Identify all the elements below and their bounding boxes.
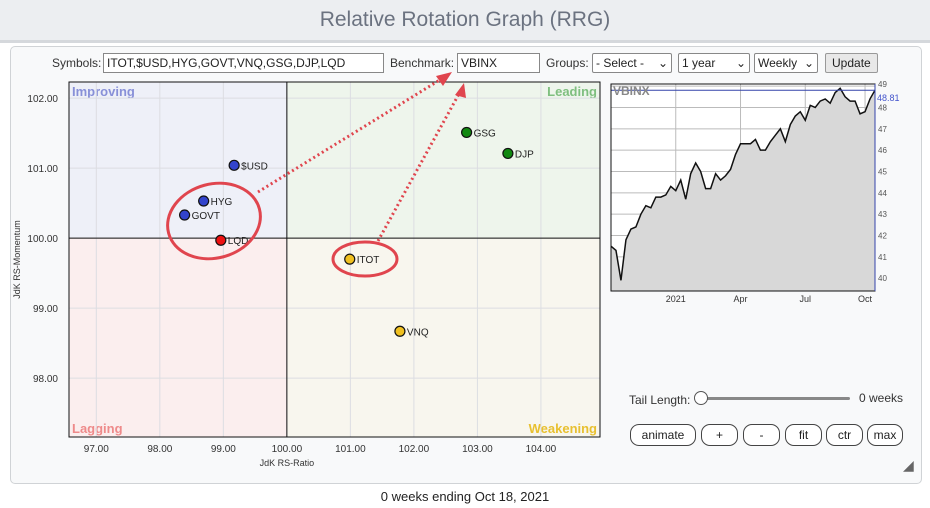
benchmark-y-tick: 49 (878, 80, 887, 89)
chevron-down-icon: ⌄ (657, 56, 668, 70)
arrow-line (257, 76, 444, 194)
point-lqd[interactable] (215, 234, 227, 246)
highlight-circle (166, 181, 262, 261)
tail-length-handle[interactable] (694, 391, 708, 405)
highlight-circle (331, 240, 399, 278)
point-label: ITOT (357, 255, 380, 266)
point-gsg[interactable] (461, 126, 473, 139)
point-usd[interactable] (228, 159, 240, 171)
symbols-input[interactable]: ITOT,$USD,HYG,GOVT,VNQ,GSG,DJP,LQD (103, 53, 384, 73)
interval-select[interactable]: Weekly ⌄ (754, 53, 818, 73)
x-tick-label: 97.00 (84, 444, 109, 455)
benchmark-y-tick: 42 (878, 232, 887, 241)
arrow-head (436, 72, 452, 86)
benchmark-x-tick: Jul (800, 294, 812, 304)
annotations (166, 72, 466, 278)
interval-value: Weekly (758, 56, 798, 70)
period-select[interactable]: 1 year ⌄ (678, 53, 750, 73)
x-tick-label: 103.00 (462, 444, 493, 455)
chevron-down-icon: ⌄ (735, 56, 746, 70)
tail-length-value: 0 weeks (859, 391, 904, 405)
center-button[interactable]: ctr (826, 424, 863, 446)
point-label: $USD (241, 161, 268, 172)
tail-length-slider[interactable] (700, 397, 850, 400)
benchmark-y-tick: 41 (878, 253, 887, 262)
point-label: GSG (474, 128, 496, 139)
x-tick-label: 100.00 (272, 444, 303, 455)
quadrant-leading (286, 82, 600, 239)
benchmark-input[interactable]: VBINX (457, 53, 540, 73)
benchmark-y-tick: 44 (878, 189, 887, 198)
benchmark-y-tick: 47 (878, 125, 887, 134)
quadrant-weakening (286, 238, 600, 437)
point-vnq[interactable] (394, 325, 406, 337)
zoom-out-button[interactable]: - (743, 424, 780, 446)
y-tick-label: 99.00 (33, 304, 58, 315)
benchmark-area (611, 88, 875, 292)
benchmark-y-tick: 43 (878, 210, 887, 219)
quadrant-label-weakening: Weakening (529, 421, 597, 436)
update-button[interactable]: Update (825, 53, 878, 73)
benchmark-y-tick: 40 (878, 274, 887, 283)
fit-button[interactable]: fit (785, 424, 822, 446)
benchmark-label: Benchmark: (390, 56, 455, 70)
benchmark-y-tick: 45 (878, 167, 887, 176)
x-tick-label: 104.00 (526, 444, 557, 455)
resize-handle-icon[interactable]: ◢ (903, 457, 914, 473)
point-govt[interactable] (179, 209, 191, 221)
benchmark-chart-title: VBINX (613, 84, 650, 98)
point-label: HYG (211, 197, 233, 208)
x-tick-label: 98.00 (147, 444, 172, 455)
quadrant-label-leading: Leading (547, 84, 597, 99)
y-axis-label: JdK RS-Momentum (12, 220, 22, 299)
x-tick-label: 99.00 (211, 444, 236, 455)
quadrant-label-lagging: Lagging (72, 421, 123, 436)
x-axis-label: JdK RS-Ratio (260, 458, 315, 468)
symbols-label: Symbols: (52, 56, 102, 70)
benchmark-x-tick: Oct (858, 294, 873, 304)
last-value-label: 48.81 (877, 93, 900, 103)
benchmark-y-tick: 48 (878, 103, 887, 112)
y-tick-label: 98.00 (33, 374, 58, 385)
y-tick-label: 102.00 (27, 94, 58, 105)
x-tick-label: 102.00 (399, 444, 430, 455)
page-title: Relative Rotation Graph (RRG) (0, 0, 930, 43)
animate-button[interactable]: animate (630, 424, 696, 446)
point-djp[interactable] (502, 147, 514, 160)
chevron-down-icon: ⌄ (803, 56, 814, 70)
zoom-in-button[interactable]: + (701, 424, 738, 446)
groups-label: Groups: (546, 56, 589, 70)
benchmark-price-line (610, 87, 876, 281)
y-tick-label: 101.00 (27, 164, 58, 175)
x-tick-label: 101.00 (335, 444, 366, 455)
quadrant-label-improving: Improving (72, 84, 135, 99)
y-tick-label: 100.00 (27, 234, 58, 245)
tail-length-label: Tail Length: (629, 393, 691, 407)
benchmark-y-tick: 46 (878, 146, 887, 155)
quadrant-lagging (69, 238, 287, 437)
benchmark-x-tick: 2021 (666, 294, 686, 304)
arrow-head (455, 83, 466, 98)
arrow-line (376, 91, 462, 242)
point-label: VNQ (407, 327, 429, 338)
status-footer: 0 weeks ending Oct 18, 2021 (380, 489, 550, 504)
point-itot[interactable] (344, 253, 356, 265)
plot-border (68, 81, 601, 438)
period-value: 1 year (682, 56, 716, 70)
groups-value: - Select - (596, 56, 645, 70)
point-label: GOVT (192, 211, 220, 222)
benchmark-x-tick: Apr (734, 294, 748, 304)
groups-select[interactable]: - Select - ⌄ (592, 53, 672, 73)
quadrant-improving (69, 82, 287, 239)
point-label: LQD (228, 236, 249, 247)
point-hyg[interactable] (198, 195, 210, 207)
point-label: DJP (515, 149, 534, 160)
max-button[interactable]: max (867, 424, 903, 446)
